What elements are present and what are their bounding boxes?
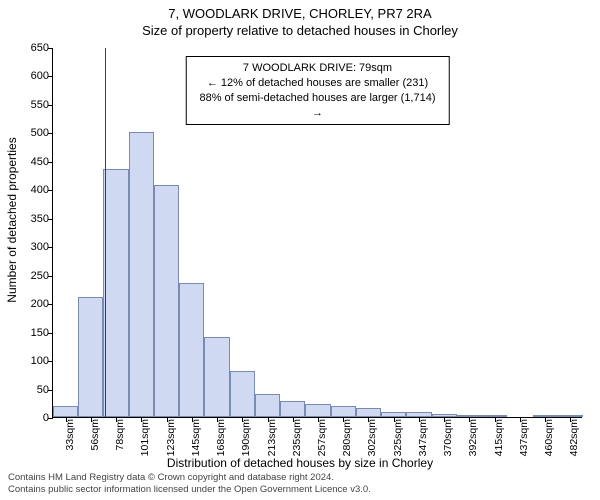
x-tick-label: 123sqm bbox=[165, 419, 177, 456]
histogram-bar bbox=[53, 406, 78, 417]
y-tick-mark bbox=[48, 190, 53, 191]
histogram-bar bbox=[305, 404, 330, 417]
x-tick-label: 347sqm bbox=[417, 419, 429, 456]
footer-line1: Contains HM Land Registry data © Crown c… bbox=[8, 472, 371, 484]
x-tick-label: 280sqm bbox=[341, 419, 353, 456]
y-tick-mark bbox=[48, 333, 53, 334]
x-tick-label: 370sqm bbox=[442, 419, 454, 456]
y-tick-mark bbox=[48, 105, 53, 106]
x-tick-label: 78sqm bbox=[114, 419, 126, 451]
x-tick-label: 437sqm bbox=[518, 419, 530, 456]
title-subtitle: Size of property relative to detached ho… bbox=[0, 21, 600, 38]
x-tick-label: 33sqm bbox=[64, 419, 76, 451]
y-tick-mark bbox=[48, 247, 53, 248]
x-tick-label: 302sqm bbox=[366, 419, 378, 456]
y-tick-label: 350 bbox=[17, 213, 49, 225]
y-tick-mark bbox=[48, 361, 53, 362]
x-tick-label: 213sqm bbox=[266, 419, 278, 456]
y-tick-label: 200 bbox=[17, 298, 49, 310]
histogram-bar bbox=[280, 401, 305, 417]
x-tick-label: 145sqm bbox=[190, 419, 202, 456]
y-tick-label: 50 bbox=[17, 384, 49, 396]
y-tick-mark bbox=[48, 133, 53, 134]
y-tick-label: 300 bbox=[17, 241, 49, 253]
histogram-bar bbox=[103, 169, 128, 417]
title-address: 7, WOODLARK DRIVE, CHORLEY, PR7 2RA bbox=[0, 0, 600, 21]
callout-line3: 88% of semi-detached houses are larger (… bbox=[194, 91, 441, 121]
y-tick-label: 550 bbox=[17, 99, 49, 111]
y-tick-mark bbox=[48, 276, 53, 277]
property-marker-line bbox=[105, 48, 107, 417]
x-tick-label: 325sqm bbox=[392, 419, 404, 456]
histogram-bar bbox=[78, 297, 103, 417]
y-tick-mark bbox=[48, 219, 53, 220]
y-tick-label: 600 bbox=[17, 70, 49, 82]
histogram-bar bbox=[129, 132, 154, 417]
y-tick-label: 500 bbox=[17, 127, 49, 139]
histogram-bar bbox=[331, 406, 356, 417]
y-tick-mark bbox=[48, 76, 53, 77]
y-tick-mark bbox=[48, 48, 53, 49]
y-tick-label: 450 bbox=[17, 156, 49, 168]
histogram-bar bbox=[356, 408, 381, 417]
x-tick-label: 56sqm bbox=[89, 419, 101, 451]
x-tick-label: 460sqm bbox=[543, 419, 555, 456]
callout-box: 7 WOODLARK DRIVE: 79sqm ← 12% of detache… bbox=[185, 56, 450, 125]
x-tick-label: 168sqm bbox=[215, 419, 227, 456]
callout-line1: 7 WOODLARK DRIVE: 79sqm bbox=[194, 61, 441, 76]
histogram-bar bbox=[230, 371, 255, 417]
y-tick-mark bbox=[48, 390, 53, 391]
x-tick-label: 392sqm bbox=[467, 419, 479, 456]
histogram-bar bbox=[204, 337, 229, 417]
x-axis-label: Distribution of detached houses by size … bbox=[0, 456, 600, 470]
x-tick-label: 257sqm bbox=[316, 419, 328, 456]
x-tick-label: 482sqm bbox=[568, 419, 580, 456]
y-tick-label: 100 bbox=[17, 355, 49, 367]
y-tick-label: 250 bbox=[17, 270, 49, 282]
y-tick-label: 400 bbox=[17, 184, 49, 196]
x-tick-label: 415sqm bbox=[493, 419, 505, 456]
plot-wrapper: 7 WOODLARK DRIVE: 79sqm ← 12% of detache… bbox=[52, 48, 582, 418]
histogram-bar bbox=[255, 394, 280, 417]
footer-line2: Contains public sector information licen… bbox=[8, 484, 371, 496]
x-tick-label: 101sqm bbox=[139, 419, 151, 456]
y-tick-label: 650 bbox=[17, 42, 49, 54]
y-tick-mark bbox=[48, 162, 53, 163]
callout-line2: ← 12% of detached houses are smaller (23… bbox=[194, 76, 441, 91]
histogram-bar bbox=[179, 283, 204, 417]
y-tick-label: 150 bbox=[17, 327, 49, 339]
chart-container: 7, WOODLARK DRIVE, CHORLEY, PR7 2RA Size… bbox=[0, 0, 600, 500]
histogram-bar bbox=[154, 185, 179, 417]
plot-area: 7 WOODLARK DRIVE: 79sqm ← 12% of detache… bbox=[52, 48, 582, 418]
y-tick-mark bbox=[48, 304, 53, 305]
x-tick-label: 235sqm bbox=[291, 419, 303, 456]
x-tick-label: 190sqm bbox=[240, 419, 252, 456]
y-tick-label: 0 bbox=[17, 412, 49, 424]
y-tick-mark bbox=[48, 418, 53, 419]
footer-attribution: Contains HM Land Registry data © Crown c… bbox=[8, 472, 371, 496]
